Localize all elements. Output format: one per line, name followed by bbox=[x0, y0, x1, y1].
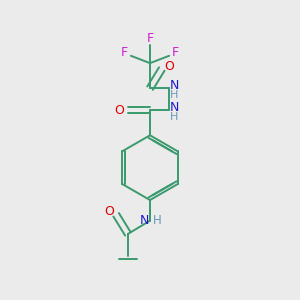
Text: N: N bbox=[170, 79, 179, 92]
Text: F: F bbox=[172, 46, 179, 59]
Text: O: O bbox=[115, 104, 124, 117]
Text: H: H bbox=[170, 90, 178, 100]
Text: H: H bbox=[153, 214, 162, 227]
Text: N: N bbox=[170, 101, 179, 114]
Text: O: O bbox=[104, 205, 114, 218]
Text: F: F bbox=[146, 32, 154, 46]
Text: N: N bbox=[140, 214, 149, 227]
Text: H: H bbox=[170, 112, 178, 122]
Text: F: F bbox=[121, 46, 128, 59]
Text: O: O bbox=[164, 60, 174, 73]
